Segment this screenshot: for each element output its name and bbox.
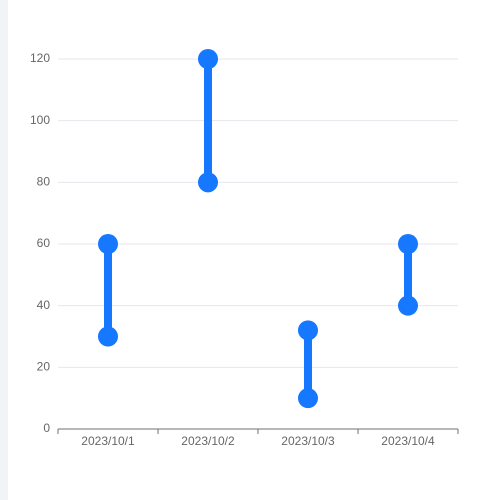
x-tick-label: 2023/10/2 xyxy=(181,434,235,448)
y-tick-label: 20 xyxy=(37,360,51,374)
y-tick-label: 120 xyxy=(30,51,50,65)
high-point xyxy=(398,234,418,254)
side-strip xyxy=(0,0,8,500)
y-tick-label: 80 xyxy=(37,175,51,189)
high-point xyxy=(98,234,118,254)
low-point xyxy=(298,388,318,409)
high-point xyxy=(198,49,218,69)
low-point xyxy=(198,172,218,193)
low-point xyxy=(398,295,418,316)
high-point xyxy=(298,320,318,341)
x-tick-label: 2023/10/3 xyxy=(281,434,335,448)
low-point xyxy=(98,326,118,347)
x-tick-label: 2023/10/1 xyxy=(81,434,135,448)
x-tick-label: 2023/10/4 xyxy=(381,434,435,448)
y-tick-label: 60 xyxy=(37,236,51,250)
y-tick-label: 100 xyxy=(30,113,50,127)
y-tick-label: 0 xyxy=(43,421,50,435)
y-tick-label: 40 xyxy=(37,298,51,312)
